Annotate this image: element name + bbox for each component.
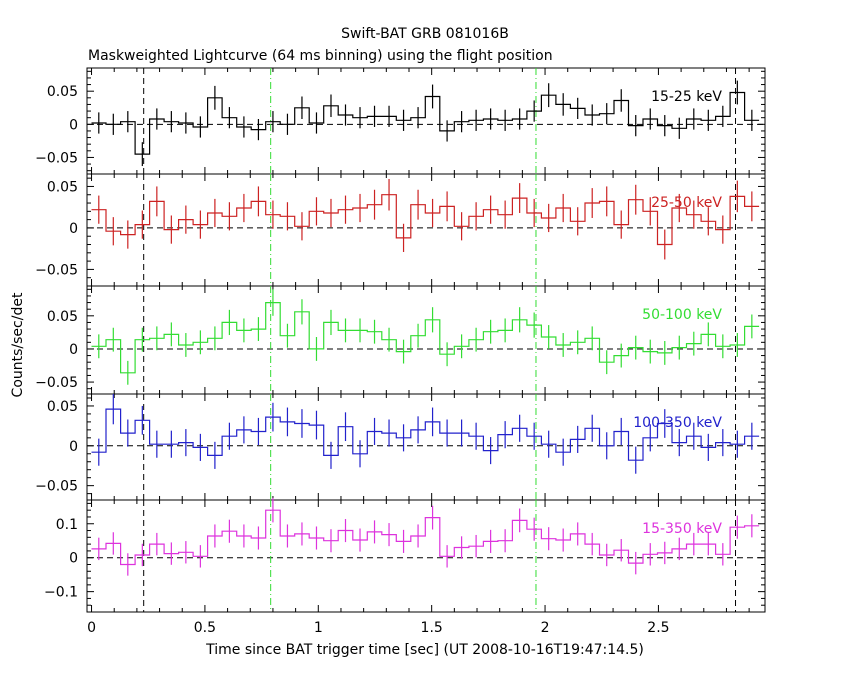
panel-0: −0.05 0 0.05 15-25 keV: [35, 67, 766, 175]
chart-title: Swift-BAT GRB 081016B: [341, 26, 509, 42]
series-label: 50-100 keV: [642, 307, 722, 323]
panel-3: −0.05 0 0.05 100-350 keV: [35, 393, 766, 501]
x-tick-label: 1: [314, 620, 323, 636]
panel-frame: [86, 499, 766, 613]
x-axis-label: Time since BAT trigger time [sec] (UT 20…: [205, 642, 644, 658]
y-tick-label: 0.05: [47, 179, 78, 195]
x-tick-label: 2.5: [647, 620, 669, 636]
y-tick-label: −0.1: [44, 585, 78, 601]
series-line: [91, 194, 760, 246]
series-label: 15-25 keV: [651, 89, 722, 105]
panel-frame: [86, 393, 766, 501]
panel-frame: [86, 285, 766, 395]
y-tick-label: 0: [69, 551, 78, 567]
y-tick-label: 0.05: [47, 309, 78, 325]
x-tick-label: 2: [541, 620, 550, 636]
y-tick-label: 0.05: [47, 399, 78, 415]
y-tick-label: −0.05: [35, 479, 78, 495]
y-tick-label: 0.1: [56, 517, 78, 533]
x-tick-label: 1.5: [421, 620, 443, 636]
y-tick-label: 0: [69, 342, 78, 358]
y-tick-label: −0.05: [35, 375, 78, 391]
y-tick-label: 0: [69, 221, 78, 237]
series-line: [91, 91, 760, 155]
x-tick-labels: 0 0.5 1 1.5 2 2.5: [87, 620, 669, 636]
chart-subtitle: Maskweighted Lightcurve (64 ms binning) …: [88, 48, 553, 64]
y-tick-label: −0.05: [35, 262, 78, 278]
panel-2: −0.05 0 0.05 50-100 keV: [35, 285, 766, 395]
y-axis-label: Counts/sec/det: [10, 292, 26, 397]
panel-4: −0.1 0 0.1 15-350 keV: [44, 497, 766, 613]
y-tick-label: −0.05: [35, 150, 78, 166]
x-tick-label: 0: [87, 620, 96, 636]
y-tick-label: 0: [69, 117, 78, 133]
panel-1: −0.05 0 0.05 25-50 keV: [35, 173, 766, 287]
y-tick-label: 0.05: [47, 84, 78, 100]
series-line: [91, 509, 760, 566]
series-label: 15-350 keV: [642, 521, 722, 537]
panel-frame: [86, 67, 766, 175]
panel-frame: [86, 173, 766, 287]
series-line: [91, 408, 760, 461]
series-label: 25-50 keV: [651, 195, 722, 211]
y-tick-label: 0: [69, 439, 78, 455]
series-label: 100-350 keV: [633, 415, 722, 431]
series-line: [91, 302, 760, 374]
x-tick-label: 0.5: [194, 620, 216, 636]
